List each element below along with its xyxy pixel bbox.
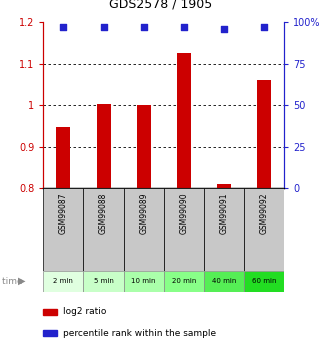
Text: 40 min: 40 min	[212, 278, 236, 284]
Bar	[43, 188, 83, 271]
Text: GSM99091: GSM99091	[219, 192, 229, 234]
Bar	[83, 188, 124, 271]
Bar	[56, 127, 70, 188]
Bar	[83, 271, 124, 292]
Bar	[43, 271, 83, 292]
Bar	[97, 104, 110, 188]
Text: GSM99087: GSM99087	[59, 192, 68, 234]
Point	[141, 24, 146, 30]
Point	[61, 24, 66, 29]
Text: time: time	[2, 277, 25, 286]
Point	[261, 24, 266, 29]
Bar	[204, 188, 244, 271]
Bar	[217, 184, 231, 188]
Bar	[43, 331, 56, 336]
Bar	[177, 53, 191, 188]
Bar	[124, 188, 164, 271]
Text: GSM99089: GSM99089	[139, 192, 148, 234]
Text: ▶: ▶	[18, 276, 25, 286]
Point	[221, 26, 226, 32]
Text: GDS2578 / 1905: GDS2578 / 1905	[109, 0, 212, 11]
Bar	[43, 309, 56, 315]
Text: 20 min: 20 min	[172, 278, 196, 284]
Bar	[204, 271, 244, 292]
Text: 5 min: 5 min	[94, 278, 113, 284]
Text: GSM99092: GSM99092	[259, 192, 269, 234]
Text: percentile rank within the sample: percentile rank within the sample	[63, 329, 216, 338]
Bar	[137, 105, 151, 188]
Bar	[124, 271, 164, 292]
Bar	[164, 188, 204, 271]
Bar	[244, 188, 284, 271]
Text: 2 min: 2 min	[54, 278, 73, 284]
Point	[101, 24, 106, 29]
Text: GSM99088: GSM99088	[99, 192, 108, 234]
Bar	[257, 80, 271, 188]
Text: GSM99090: GSM99090	[179, 192, 188, 234]
Bar	[164, 271, 204, 292]
Bar	[244, 271, 284, 292]
Text: 10 min: 10 min	[131, 278, 156, 284]
Text: log2 ratio: log2 ratio	[63, 307, 106, 316]
Text: 60 min: 60 min	[252, 278, 276, 284]
Point	[181, 24, 186, 29]
